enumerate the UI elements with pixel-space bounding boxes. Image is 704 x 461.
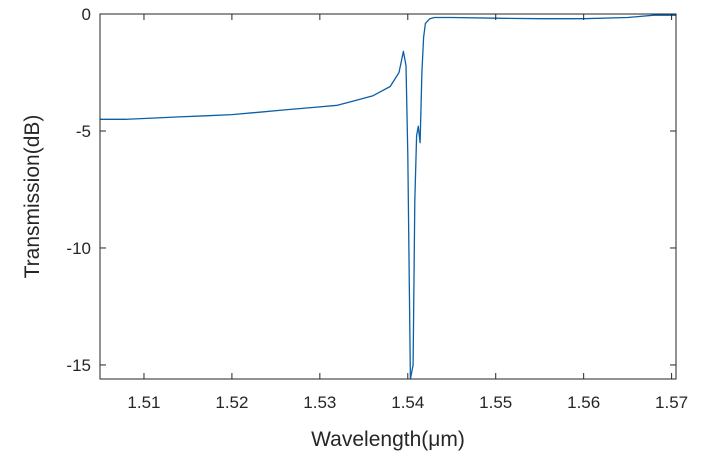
x-tick-label: 1.57 <box>655 393 688 412</box>
x-tick-label: 1.56 <box>567 393 600 412</box>
y-axis-label: Transmission(dB) <box>21 115 44 279</box>
axes-box <box>99 13 677 380</box>
plot-line-layer <box>100 14 676 380</box>
y-tick-label: -15 <box>66 356 91 375</box>
x-tick-label: 1.55 <box>479 393 512 412</box>
x-axis-label: Wavelength(μm) <box>311 428 465 451</box>
y-tick-label: -5 <box>76 122 91 141</box>
y-tick-label: -10 <box>66 239 91 258</box>
x-tick-label: 1.53 <box>303 393 336 412</box>
x-tick-label: 1.54 <box>391 393 424 412</box>
y-tick-label: 0 <box>82 5 91 24</box>
x-tick-label: 1.51 <box>127 393 160 412</box>
x-tick-label: 1.52 <box>215 393 248 412</box>
series-line-transmission <box>100 14 676 380</box>
ticks-layer: 1.51 1.52 1.53 1.54 1.55 1.56 1.57 0 -5 -10 -15 <box>66 5 688 412</box>
